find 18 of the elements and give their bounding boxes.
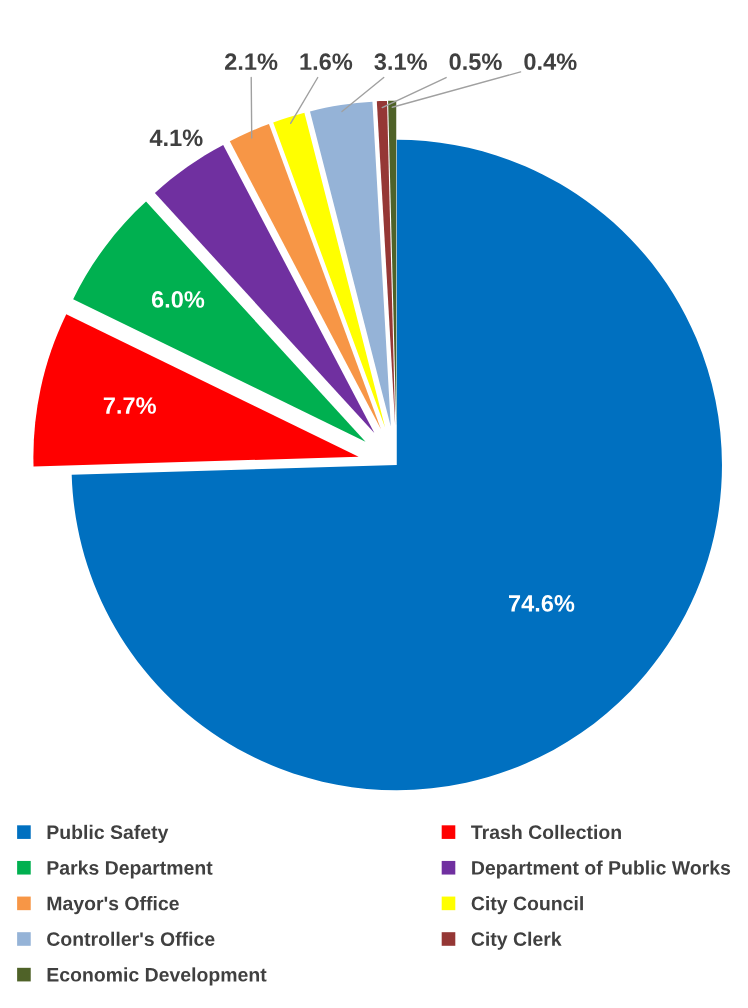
legend-label: Mayor's Office — [47, 896, 179, 915]
data-label: 1.6% — [300, 53, 353, 71]
data-label: 3.1% — [374, 53, 427, 71]
data-label: 4.1% — [149, 129, 203, 147]
legend-label: Public Safety — [47, 824, 169, 843]
legend-label: City Clerk — [471, 931, 562, 950]
data-label: 7.7% — [103, 397, 156, 414]
legend-label: City Council — [471, 896, 583, 915]
data-label: 0.5% — [449, 53, 502, 71]
data-label: 6.0% — [151, 291, 205, 308]
legend-label: Department of Public Works — [472, 860, 731, 879]
data-label: 2.1% — [225, 53, 278, 71]
legend-label: Parks Department — [47, 860, 213, 879]
legend-label: Economic Development — [47, 967, 267, 986]
data-label: 74.6% — [508, 595, 575, 612]
legend-label: Controller's Office — [47, 931, 215, 946]
data-label: 0.4% — [524, 53, 577, 71]
legend-label: Trash Collection — [471, 824, 621, 840]
